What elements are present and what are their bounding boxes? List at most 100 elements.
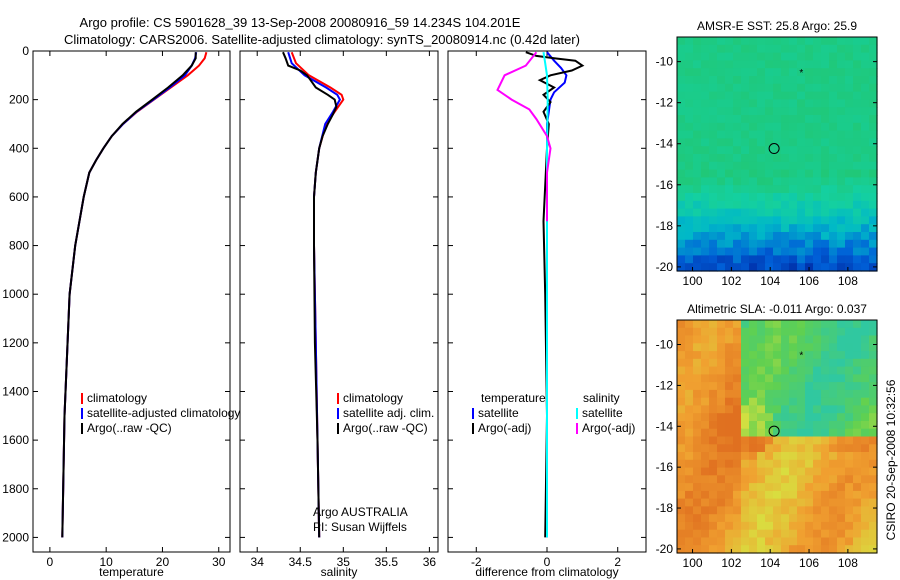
map-cell [757,99,766,108]
map-cell [757,343,766,352]
map-cell [717,208,726,217]
x-tick-label: 20 [156,555,170,569]
map-cell [797,239,806,249]
map-cell [861,452,870,461]
map-cell [781,115,790,124]
map-cell [757,405,766,414]
map-title: Altimetric SLA: -0.011 Argo: 0.037 [687,302,867,316]
map-cell [725,490,734,500]
map-cell [821,537,830,546]
map-cell [861,224,870,233]
map-cell [733,382,742,391]
map-cell [829,374,838,383]
map-cell [701,413,710,422]
map-cell [829,506,838,515]
map-cell [845,122,854,132]
map-cell [741,200,750,210]
map-cell [741,374,750,383]
map-cell [853,232,862,241]
map-cell [725,366,734,375]
map-cell [829,208,838,217]
map-cell [845,208,854,217]
map-cell [829,382,838,391]
map-cell [781,413,790,422]
map-cell [821,146,830,155]
map-cell [733,224,742,233]
map-cell [789,263,798,272]
map-cell [677,521,686,531]
map-cell [861,467,870,476]
map-cell [789,374,798,383]
map-cell [861,537,870,546]
map-cell [693,208,702,217]
map-cell [677,467,686,476]
map-cell [781,232,790,241]
map-cell [789,537,798,546]
map-cell [813,91,822,100]
map-cell [805,154,814,163]
map-cell [845,335,854,344]
map-cell [757,374,766,383]
map-cell [829,122,838,132]
map-cell [725,521,734,531]
series-line-1 [525,51,585,538]
map-cell [773,208,782,217]
map-cell [821,239,830,249]
map-cell [677,193,686,202]
map-cell [797,138,806,147]
map-cell [757,255,766,264]
map-cell [789,232,798,241]
map-cell [757,490,766,500]
map-cell [797,389,806,399]
map-cell [813,514,822,523]
map-cell [869,490,878,500]
map-cell [765,514,774,523]
map-cell [733,452,742,461]
map-cell [757,185,766,194]
map-cell [853,169,862,178]
map-cell [821,138,830,147]
map-cell [733,138,742,147]
map-cell [685,208,694,217]
map-cell [733,83,742,93]
map-cell [709,146,718,155]
map-cell [773,60,782,69]
map-cell [813,161,822,171]
map-cell [733,475,742,484]
map-cell [853,99,862,108]
map-cell [741,545,750,554]
map-cell [693,475,702,484]
map-cell [853,263,862,272]
y-tick-label: 2000 [2,530,29,544]
map-cell [765,60,774,69]
map-cell [869,122,878,132]
map-cell [757,169,766,178]
map-cell [821,154,830,163]
map-cell [725,436,734,445]
map-cell [797,130,806,139]
map-cell [805,452,814,461]
map-cell [845,498,854,507]
map-cell [717,115,726,124]
map-cell [789,397,798,407]
map-cell [821,44,830,54]
map-cell [765,358,774,368]
map-cell [829,413,838,422]
map-cell [837,436,846,445]
map-cell [797,320,806,329]
map-cell [693,483,702,492]
map-cell [837,138,846,147]
map-cell [805,382,814,391]
map-cell [685,490,694,500]
map-cell [789,130,798,139]
map-cell [709,428,718,438]
map-cell [717,498,726,507]
map-cell [765,193,774,202]
map-cell [717,122,726,132]
map-cell [845,351,854,360]
map-cell [821,521,830,531]
map-cell [765,83,774,93]
map-cell [733,490,742,500]
map-cell [709,60,718,69]
map-y-tick-label: -14 [656,137,674,151]
